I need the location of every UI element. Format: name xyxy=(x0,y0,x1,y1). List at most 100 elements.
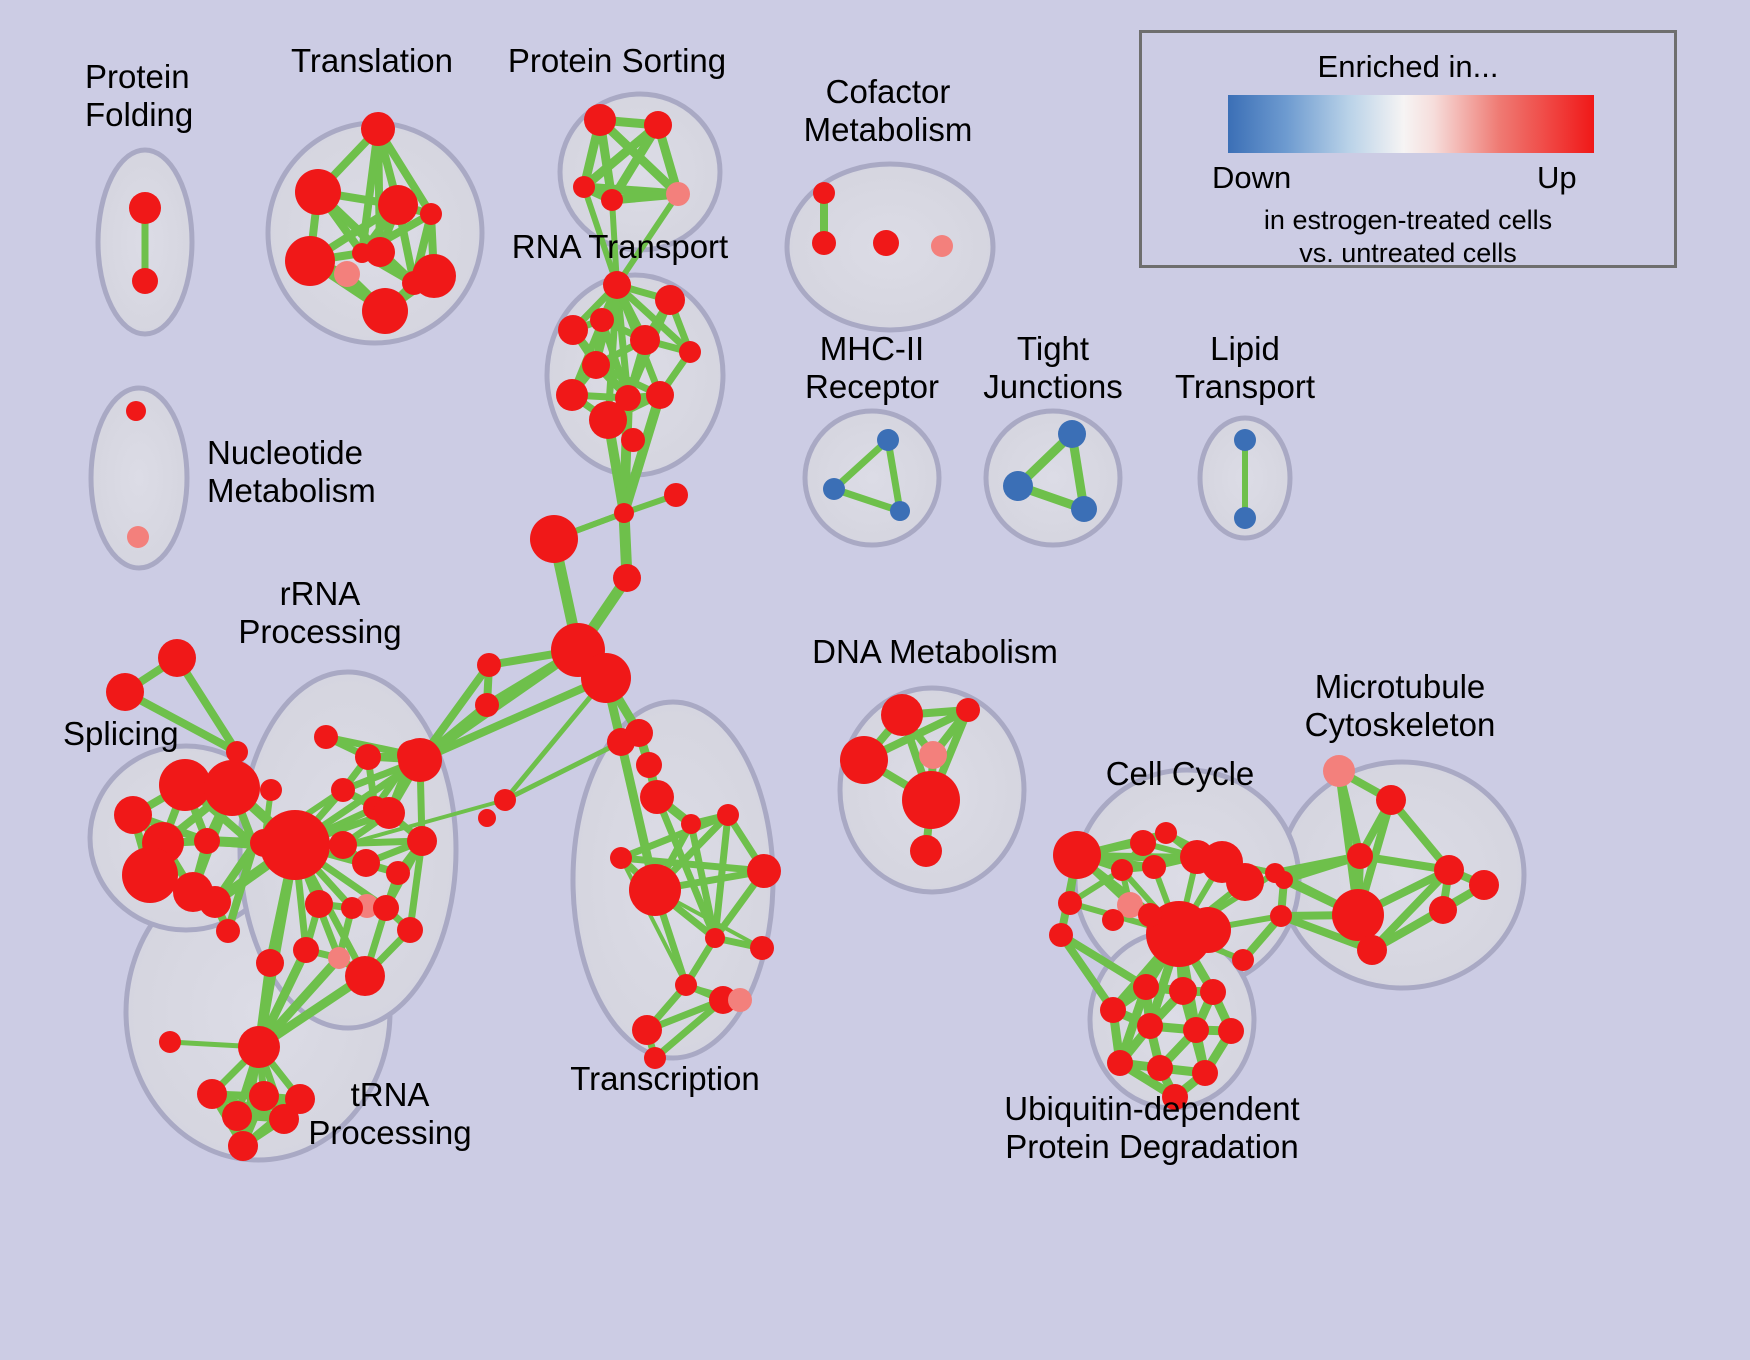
node xyxy=(1138,903,1162,927)
node xyxy=(910,835,942,867)
node xyxy=(601,189,623,211)
node xyxy=(126,401,146,421)
node xyxy=(646,381,674,409)
node xyxy=(629,864,681,916)
node xyxy=(378,185,418,225)
node xyxy=(1192,1060,1218,1086)
node xyxy=(1323,755,1355,787)
node xyxy=(373,797,405,829)
node xyxy=(1102,909,1124,931)
node xyxy=(1185,907,1231,953)
node xyxy=(573,176,595,198)
node xyxy=(293,937,319,963)
node xyxy=(269,1104,299,1134)
node xyxy=(314,725,338,749)
node xyxy=(373,895,399,921)
cluster-label-protein-folding: Protein Folding xyxy=(85,58,194,133)
node xyxy=(295,169,341,215)
node xyxy=(632,1015,662,1045)
legend-title: Enriched in... xyxy=(1317,49,1499,84)
cluster-label-splicing: Splicing xyxy=(63,715,179,752)
node xyxy=(956,698,980,722)
node xyxy=(226,741,248,763)
node xyxy=(728,988,752,1012)
node xyxy=(1133,974,1159,1000)
node xyxy=(902,771,960,829)
node xyxy=(630,325,660,355)
node xyxy=(1003,471,1033,501)
node xyxy=(305,890,333,918)
node xyxy=(1218,1018,1244,1044)
node xyxy=(159,1031,181,1053)
node xyxy=(412,254,456,298)
node xyxy=(478,809,496,827)
node xyxy=(204,760,260,816)
node xyxy=(1357,935,1387,965)
node xyxy=(1155,822,1177,844)
node xyxy=(1234,507,1256,529)
legend-panel: Enriched in... Down Up in estrogen-treat… xyxy=(1139,30,1677,268)
node xyxy=(1107,1050,1133,1076)
node xyxy=(812,231,836,255)
node xyxy=(747,854,781,888)
node xyxy=(823,478,845,500)
legend-caption-line1: in estrogen-treated cells xyxy=(1263,205,1553,235)
cluster-label-rrna-processing: rRNA Processing xyxy=(238,575,402,650)
node xyxy=(285,1084,315,1114)
node xyxy=(1275,871,1293,889)
node xyxy=(477,653,501,677)
node xyxy=(1226,863,1264,901)
node xyxy=(931,235,953,257)
node xyxy=(222,1101,252,1131)
node xyxy=(881,694,923,736)
node xyxy=(640,780,674,814)
node xyxy=(558,315,588,345)
node xyxy=(329,831,357,859)
cluster-label-mhc-ii-receptor: MHC-II Receptor xyxy=(805,330,939,405)
legend-color-bar xyxy=(1228,95,1594,153)
node xyxy=(750,936,774,960)
node xyxy=(717,804,739,826)
node xyxy=(260,779,282,801)
node xyxy=(681,814,701,834)
node xyxy=(1200,979,1226,1005)
node xyxy=(1169,977,1197,1005)
node xyxy=(331,778,355,802)
node xyxy=(1347,843,1373,869)
legend-high-label: Up xyxy=(1537,160,1577,195)
node xyxy=(1434,855,1464,885)
cluster-label-tight-junctions: Tight Junctions xyxy=(983,330,1123,405)
cluster-label-lipid-transport: Lipid Transport xyxy=(1175,330,1315,405)
node xyxy=(636,752,662,778)
node xyxy=(345,956,385,996)
cluster-label-translation: Translation xyxy=(290,42,454,79)
node xyxy=(158,639,196,677)
node xyxy=(1232,949,1254,971)
cluster-label-cofactor-metabolism: Cofactor Metabolism xyxy=(803,73,973,148)
node xyxy=(341,897,363,919)
node xyxy=(603,271,631,299)
node xyxy=(890,501,910,521)
node xyxy=(919,741,947,769)
node xyxy=(407,826,437,856)
node xyxy=(664,483,688,507)
node xyxy=(1376,785,1406,815)
node xyxy=(285,236,335,286)
node xyxy=(666,182,690,206)
blob-mhc-ii xyxy=(802,408,942,548)
node xyxy=(1053,831,1101,879)
node xyxy=(679,341,701,363)
node xyxy=(1270,905,1292,927)
node xyxy=(1142,855,1166,879)
node xyxy=(584,104,616,136)
cluster-label-dna-metabolism: DNA Metabolism xyxy=(812,633,1058,670)
node xyxy=(644,1047,666,1069)
node xyxy=(615,385,641,411)
node xyxy=(877,429,899,451)
node xyxy=(199,886,231,918)
node xyxy=(581,653,631,703)
node xyxy=(1058,891,1082,915)
blob-nucleotide xyxy=(88,385,190,571)
node xyxy=(1111,859,1133,881)
